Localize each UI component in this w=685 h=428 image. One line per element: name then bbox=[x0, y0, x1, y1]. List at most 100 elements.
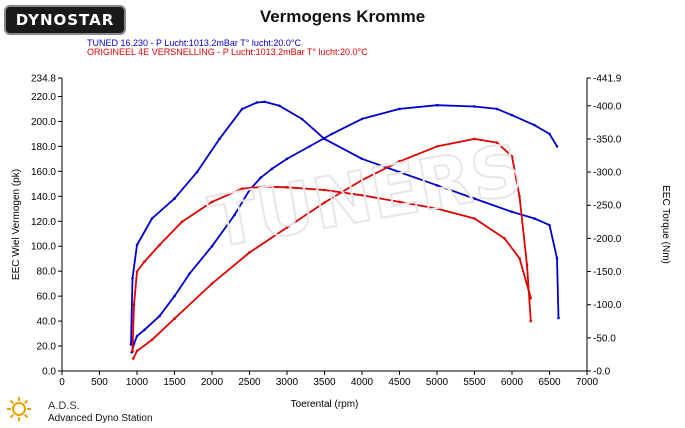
data-point-0 bbox=[548, 132, 551, 136]
data-point-0 bbox=[473, 105, 476, 108]
data-point-2 bbox=[360, 178, 364, 182]
x-tick-label: 7000 bbox=[576, 377, 599, 388]
data-point-1 bbox=[255, 101, 259, 104]
y-tick-label-right: -250.0 bbox=[593, 201, 622, 212]
data-point-1 bbox=[510, 210, 514, 214]
data-point-0 bbox=[188, 272, 191, 275]
data-point-2 bbox=[495, 141, 499, 144]
data-point-2 bbox=[323, 201, 326, 204]
y-tick-label-left: 180.0 bbox=[31, 142, 56, 153]
x-tick-label: 5500 bbox=[463, 377, 486, 388]
data-point-2 bbox=[150, 338, 154, 342]
data-point-2 bbox=[518, 194, 521, 198]
data-point-3 bbox=[503, 237, 506, 240]
data-point-1 bbox=[300, 117, 304, 121]
y-tick-label-right: -0.0 bbox=[593, 367, 611, 378]
x-tick-label: 3500 bbox=[313, 377, 336, 388]
y-tick-label-left: 40.0 bbox=[37, 317, 57, 328]
data-point-0 bbox=[259, 176, 263, 179]
data-point-0 bbox=[210, 244, 214, 248]
data-point-1 bbox=[398, 170, 401, 174]
legend-original: ORIGINEEL 4E VERSNELLING - P Lucht:1013.… bbox=[87, 47, 368, 57]
data-point-3 bbox=[143, 260, 146, 263]
data-point-3 bbox=[518, 256, 521, 260]
data-point-1 bbox=[131, 276, 134, 280]
data-point-1 bbox=[548, 223, 551, 227]
data-point-1 bbox=[263, 100, 266, 104]
x-tick-label: 4500 bbox=[388, 377, 411, 388]
data-point-3 bbox=[240, 187, 244, 190]
dynostar-logo-text: DYNOSTAR bbox=[15, 11, 115, 29]
data-point-0 bbox=[158, 314, 161, 318]
series-line-2 bbox=[132, 137, 532, 359]
dynostar-logo: DYNOSTAR bbox=[4, 5, 126, 35]
y-tick-label-left: 140.0 bbox=[31, 192, 56, 203]
data-point-0 bbox=[398, 107, 401, 111]
x-tick-label: 3000 bbox=[276, 377, 299, 388]
x-tick-label: 2000 bbox=[201, 377, 224, 388]
data-point-1 bbox=[435, 184, 439, 187]
data-point-2 bbox=[210, 282, 214, 285]
data-point-1 bbox=[218, 137, 221, 141]
y-tick-label-left: 160.0 bbox=[31, 167, 56, 178]
data-point-2 bbox=[248, 251, 251, 254]
data-point-0 bbox=[533, 123, 536, 127]
data-point-2 bbox=[398, 160, 401, 163]
y-axis-label-left: EEC Wiel Vermogen (pk) bbox=[11, 169, 22, 280]
data-point-3 bbox=[131, 349, 134, 353]
x-tick-label: 0 bbox=[59, 377, 65, 388]
data-point-0 bbox=[248, 188, 251, 192]
data-point-2 bbox=[173, 317, 176, 320]
data-point-0 bbox=[135, 334, 139, 338]
y-tick-label-left: 0.0 bbox=[42, 367, 56, 378]
data-point-2 bbox=[285, 226, 289, 229]
data-point-0 bbox=[173, 294, 176, 298]
data-point-1 bbox=[360, 157, 364, 161]
y-axis-label-right: EEC Torque (Nm) bbox=[660, 185, 671, 264]
x-tick-label: 6000 bbox=[501, 377, 524, 388]
x-tick-label: 2500 bbox=[238, 377, 261, 388]
y-tick-label-right: -400.0 bbox=[593, 101, 622, 112]
data-point-0 bbox=[270, 167, 274, 171]
data-point-1 bbox=[278, 104, 281, 108]
data-point-0 bbox=[233, 213, 236, 217]
data-point-1 bbox=[195, 170, 199, 174]
data-point-1 bbox=[533, 217, 536, 220]
data-point-3 bbox=[210, 200, 214, 204]
data-point-1 bbox=[150, 217, 154, 220]
data-point-0 bbox=[495, 107, 499, 111]
data-point-2 bbox=[510, 155, 514, 158]
y-tick-label-right: -50.0 bbox=[593, 333, 616, 344]
data-point-3 bbox=[132, 303, 136, 306]
data-point-2 bbox=[473, 137, 476, 141]
data-point-0 bbox=[510, 113, 514, 117]
data-point-0 bbox=[285, 157, 289, 161]
data-point-3 bbox=[158, 243, 161, 247]
y-tick-label-right: -441.9 bbox=[593, 74, 622, 85]
y-tick-label-right: -200.0 bbox=[593, 234, 622, 245]
y-tick-label-left: 120.0 bbox=[31, 217, 56, 228]
y-tick-label-right: -150.0 bbox=[593, 267, 622, 278]
data-point-3 bbox=[435, 207, 439, 210]
x-tick-label: 1000 bbox=[126, 377, 149, 388]
y-tick-label-left: 20.0 bbox=[37, 342, 57, 353]
data-point-2 bbox=[131, 357, 135, 360]
data-point-2 bbox=[529, 319, 533, 323]
data-point-0 bbox=[435, 103, 439, 107]
data-point-3 bbox=[529, 296, 533, 300]
data-point-3 bbox=[323, 188, 326, 192]
ads-subtitle: Advanced Dyno Station bbox=[48, 413, 153, 424]
x-tick-label: 1500 bbox=[163, 377, 186, 388]
series-line-0 bbox=[130, 104, 558, 353]
data-point-1 bbox=[135, 243, 139, 247]
ads-sun-icon bbox=[7, 397, 31, 421]
chart-title: Vermogens Kromme bbox=[259, 7, 426, 26]
data-point-0 bbox=[143, 328, 146, 332]
data-point-3 bbox=[285, 186, 289, 189]
data-point-0 bbox=[555, 145, 559, 148]
data-point-3 bbox=[473, 217, 476, 220]
data-point-1 bbox=[173, 197, 176, 200]
ads-name: A.D.S. bbox=[48, 400, 80, 412]
data-point-3 bbox=[360, 193, 364, 197]
y-tick-label-left: 200.0 bbox=[31, 117, 56, 128]
